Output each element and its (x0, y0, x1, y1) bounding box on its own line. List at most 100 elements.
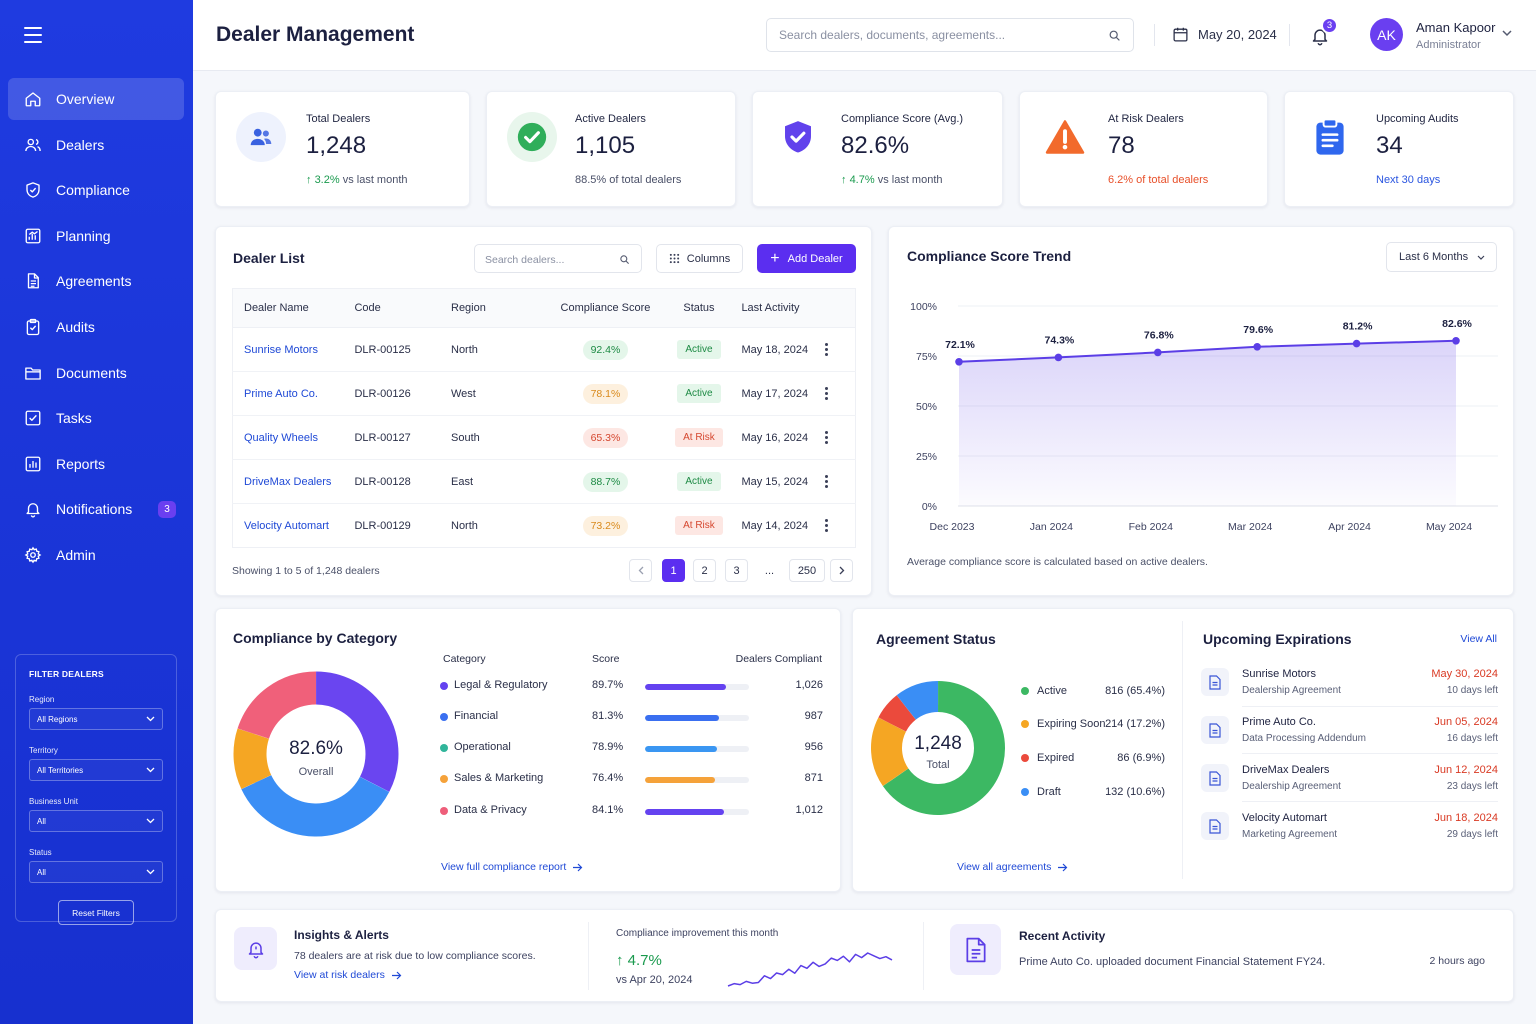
col-region[interactable]: Region (451, 288, 543, 328)
territory-select[interactable]: All Territories (29, 759, 163, 781)
x-tick-label: Feb 2024 (1129, 521, 1174, 533)
more-options-icon[interactable] (825, 343, 829, 356)
stat-value: 34 (1376, 132, 1403, 159)
chevron-down-icon[interactable] (1502, 30, 1512, 37)
stat-value: 1,105 (575, 132, 636, 159)
category-row[interactable]: Sales & Marketing 76.4% 871 (440, 770, 823, 790)
add-dealer-button[interactable]: + Add Dealer (757, 244, 856, 273)
sidebar-item-label: Overview (56, 91, 115, 107)
link-label: View full compliance report (441, 861, 567, 873)
sidebar-item-label: Reports (56, 455, 106, 472)
dealer-list-card: Dealer List Search dealers... Columns + … (215, 226, 872, 596)
donut-center-label: Overall (298, 766, 334, 778)
sidebar-item-documents[interactable]: Documents (8, 352, 184, 394)
more-options-icon[interactable] (825, 387, 829, 400)
sidebar-item-label: Tasks (56, 410, 92, 427)
global-search-input[interactable]: Search dealers, documents, agreements... (766, 18, 1134, 52)
last-activity: May 16, 2024 (729, 415, 825, 460)
sidebar-item-notifications[interactable]: Notifications 3 (8, 488, 184, 530)
sidebar-item-audits[interactable]: Audits (8, 306, 184, 348)
col-actions (824, 288, 856, 328)
col-last-activity[interactable]: Last Activity (729, 288, 825, 328)
agreement-legend-row[interactable]: Draft 132 (10.6%) (1021, 785, 1165, 801)
page-1-button[interactable]: 1 (662, 559, 685, 582)
stat-label: Active Dealers (575, 113, 646, 125)
business-unit-select[interactable]: All (29, 810, 163, 832)
status-badge: At Risk (675, 428, 723, 447)
expiration-item[interactable]: DriveMax Dealers Dealership Agreement Ju… (1201, 760, 1498, 804)
expiration-type: Data Processing Addendum (1242, 733, 1366, 744)
score-pill: 65.3% (582, 427, 629, 448)
sidebar-item-compliance[interactable]: Compliance (8, 169, 184, 211)
agreement-legend-row[interactable]: Expiring Soon 214 (17.2%) (1021, 717, 1165, 733)
table-row[interactable]: Quality Wheels DLR-00127 South 65.3% At … (232, 415, 856, 460)
agreement-legend-row[interactable]: Expired 86 (6.9%) (1021, 751, 1165, 767)
status-select[interactable]: All (29, 861, 163, 883)
chevron-down-icon (146, 716, 155, 722)
col-status[interactable]: Status (668, 288, 730, 328)
score-bar-fill (645, 777, 715, 783)
sidebar-item-agreements[interactable]: Agreements (8, 260, 184, 302)
expiration-type: Marketing Agreement (1242, 829, 1338, 840)
sidebar-item-dealers[interactable]: Dealers (8, 124, 184, 166)
dealer-name-link[interactable]: Velocity Automart (244, 519, 329, 532)
expiration-item[interactable]: Prime Auto Co. Data Processing Addendum … (1201, 712, 1498, 756)
category-row[interactable]: Financial 81.3% 987 (440, 708, 823, 728)
table-row[interactable]: Sunrise Motors DLR-00125 North 92.4% Act… (232, 327, 856, 372)
stat-sub: ↑ 3.2% vs last month (306, 174, 408, 186)
region-select[interactable]: All Regions (29, 708, 163, 730)
data-label: 82.6% (1442, 318, 1472, 330)
data-point (1452, 337, 1460, 345)
sidebar-item-tasks[interactable]: Tasks (8, 397, 184, 439)
page-3-button[interactable]: 3 (725, 559, 748, 582)
dealer-code: DLR-00125 (354, 327, 451, 372)
divider (1242, 753, 1498, 754)
donut-segment (233, 728, 272, 790)
menu-icon[interactable] (24, 27, 42, 43)
reset-filters-button[interactable]: Reset Filters (58, 900, 134, 925)
dealer-name-link[interactable]: DriveMax Dealers (244, 475, 332, 488)
sidebar-item-reports[interactable]: Reports (8, 443, 184, 485)
view-all-expirations-link[interactable]: View All (1460, 633, 1497, 645)
y-tick-label: 75% (916, 351, 937, 363)
view-compliance-report-link[interactable]: View full compliance report (441, 861, 583, 873)
avatar[interactable]: AK (1370, 18, 1403, 51)
expiration-item[interactable]: Velocity Automart Marketing Agreement Ju… (1201, 808, 1498, 852)
dealer-name-link[interactable]: Prime Auto Co. (244, 387, 318, 400)
dealer-region: North (451, 327, 543, 372)
col-compliance-score[interactable]: Compliance Score (542, 288, 669, 328)
more-options-icon[interactable] (825, 475, 829, 488)
columns-button[interactable]: Columns (656, 244, 743, 273)
category-row[interactable]: Data & Privacy 84.1% 1,012 (440, 802, 823, 822)
sidebar-item-planning[interactable]: Planning (8, 215, 184, 257)
view-at-risk-link[interactable]: View at risk dealers (294, 969, 402, 981)
next-page-button[interactable] (830, 559, 853, 582)
expiration-days-left: 23 days left (1446, 781, 1498, 792)
page-2-button[interactable]: 2 (693, 559, 716, 582)
category-row[interactable]: Operational 78.9% 956 (440, 739, 823, 759)
data-point (1352, 339, 1361, 348)
sidebar-item-admin[interactable]: Admin (8, 534, 184, 576)
table-row[interactable]: DriveMax Dealers DLR-00128 East 88.7% Ac… (232, 459, 856, 504)
region-label: Region (29, 695, 55, 704)
more-options-icon[interactable] (825, 519, 829, 532)
more-options-icon[interactable] (825, 431, 829, 444)
range-select[interactable]: Last 6 Months (1386, 242, 1497, 272)
table-row[interactable]: Velocity Automart DLR-00129 North 73.2% … (233, 504, 856, 548)
sidebar-item-overview[interactable]: Overview (8, 78, 184, 120)
dealer-name-link[interactable]: Quality Wheels (244, 431, 318, 444)
agreement-legend-row[interactable]: Active 816 (65.4%) (1021, 684, 1165, 700)
view-all-agreements-link[interactable]: View all agreements (957, 861, 1068, 873)
page-250-button[interactable]: 250 (789, 559, 825, 582)
status-badge: At Risk (675, 516, 723, 535)
category-row[interactable]: Legal & Regulatory 89.7% 1,026 (440, 677, 823, 697)
table-row[interactable]: Prime Auto Co. DLR-00126 West 78.1% Acti… (232, 371, 856, 416)
user-name[interactable]: Aman Kapoor (1416, 20, 1496, 35)
dealer-name-link[interactable]: Sunrise Motors (244, 343, 318, 356)
col-code[interactable]: Code (354, 288, 451, 328)
dealer-search-input[interactable]: Search dealers... (474, 244, 642, 273)
col-dealer-name[interactable]: Dealer Name (232, 288, 355, 328)
expiration-item[interactable]: Sunrise Motors Dealership Agreement May … (1201, 664, 1498, 708)
prev-page-button[interactable] (629, 559, 652, 582)
date-display[interactable]: May 20, 2024 (1172, 26, 1277, 43)
